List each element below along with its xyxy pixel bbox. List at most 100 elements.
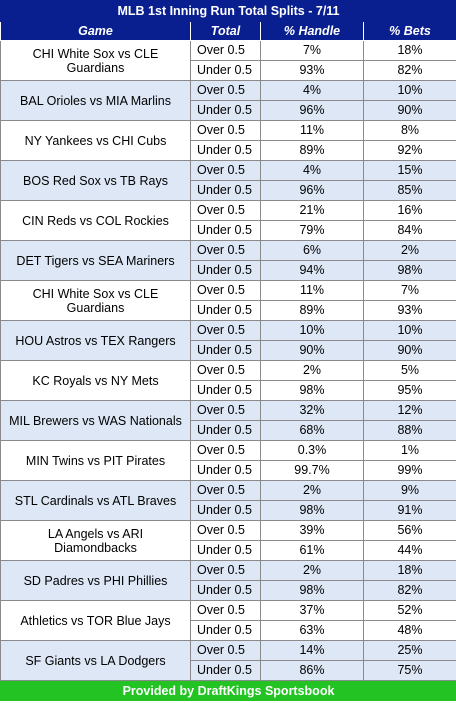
total-line: Under 0.5	[190, 380, 261, 401]
handle-percent: 68%	[260, 420, 364, 441]
table-row: Under 0.5 61% 44%	[1, 540, 456, 561]
handle-percent: 14%	[260, 640, 364, 661]
game-matchup: HOU Astros vs TEX Rangers	[0, 320, 191, 361]
table-row: CHI White Sox vs CLE Guardians Over 0.5 11…	[0, 280, 456, 321]
total-line: Over 0.5	[190, 40, 261, 61]
bets-percent: 85%	[362, 180, 456, 201]
total-line: Under 0.5	[190, 660, 261, 681]
game-matchup: SD Padres vs PHI Phillies	[0, 560, 191, 601]
game-matchup: LA Angels vs ARI Diamondbacks	[0, 520, 191, 561]
game-group: MIN Twins vs PIT Pirates Over 0.5 0.3% 1% Un…	[0, 440, 456, 481]
table-row: KC Royals vs NY Mets Over 0.5 2% 5%	[0, 360, 456, 401]
total-line: Under 0.5	[190, 180, 261, 201]
total-line: Over 0.5	[190, 280, 261, 301]
bets-percent: 10%	[362, 320, 456, 341]
total-line: Under 0.5	[190, 620, 261, 641]
handle-percent: 89%	[260, 140, 364, 161]
table-row: Under 0.5 90% 90%	[1, 340, 456, 361]
total-line: Under 0.5	[190, 540, 261, 561]
game-group: KC Royals vs NY Mets Over 0.5 2% 5% Under 0.…	[0, 360, 456, 401]
table-row: Under 0.5 79% 84%	[1, 220, 456, 241]
bets-percent: 16%	[362, 200, 456, 221]
total-line: Over 0.5	[190, 560, 261, 581]
total-line: Over 0.5	[190, 120, 261, 141]
table-row: Under 0.5 94% 98%	[1, 260, 456, 281]
bets-percent: 75%	[362, 660, 456, 681]
game-group: CHI White Sox vs CLE Guardians Over 0.5 7%…	[0, 40, 456, 81]
total-line: Over 0.5	[190, 480, 261, 501]
bets-percent: 25%	[362, 640, 456, 661]
game-group: BOS Red Sox vs TB Rays Over 0.5 4% 15% Under…	[0, 160, 456, 201]
game-group: SF Giants vs LA Dodgers Over 0.5 14% 25% Und…	[0, 640, 456, 681]
bets-percent: 12%	[362, 400, 456, 421]
game-group: LA Angels vs ARI Diamondbacks Over 0.5 39%…	[0, 520, 456, 561]
handle-percent: 0.3%	[260, 440, 364, 461]
total-line: Under 0.5	[190, 500, 261, 521]
handle-percent: 90%	[260, 340, 364, 361]
total-line: Under 0.5	[190, 420, 261, 441]
table-row: Under 0.5 93% 82%	[1, 60, 456, 81]
bets-percent: 9%	[362, 480, 456, 501]
handle-percent: 99.7%	[260, 460, 364, 481]
table-row: Under 0.5 96% 90%	[1, 100, 456, 121]
game-matchup: CHI White Sox vs CLE Guardians	[0, 40, 191, 81]
table-row: HOU Astros vs TEX Rangers Over 0.5 10% 10%	[0, 320, 456, 361]
table-row: Under 0.5 96% 85%	[1, 180, 456, 201]
handle-percent: 98%	[260, 580, 364, 601]
game-group: NY Yankees vs CHI Cubs Over 0.5 11% 8% Under…	[0, 120, 456, 161]
handle-percent: 11%	[260, 280, 364, 301]
handle-percent: 2%	[260, 360, 364, 381]
handle-percent: 98%	[260, 380, 364, 401]
handle-percent: 4%	[260, 160, 364, 181]
total-line: Over 0.5	[190, 520, 261, 541]
game-group: Athletics vs TOR Blue Jays Over 0.5 37% 52%…	[0, 600, 456, 641]
handle-percent: 93%	[260, 60, 364, 81]
game-matchup: KC Royals vs NY Mets	[0, 360, 191, 401]
bets-percent: 48%	[362, 620, 456, 641]
game-matchup: SF Giants vs LA Dodgers	[0, 640, 191, 681]
footer-credit: Provided by DraftKings Sportsbook	[0, 680, 456, 701]
handle-column-header: % Handle	[260, 21, 364, 41]
handle-percent: 96%	[260, 100, 364, 121]
handle-percent: 89%	[260, 300, 364, 321]
bets-percent: 92%	[362, 140, 456, 161]
table-row: Under 0.5 98% 91%	[1, 500, 456, 521]
total-line: Under 0.5	[190, 220, 261, 241]
table-row: SF Giants vs LA Dodgers Over 0.5 14% 25%	[0, 640, 456, 681]
handle-percent: 63%	[260, 620, 364, 641]
footer-row: Provided by DraftKings Sportsbook	[0, 680, 456, 701]
bets-percent: 90%	[362, 340, 456, 361]
game-column-header: Game	[0, 21, 191, 41]
total-line: Over 0.5	[190, 640, 261, 661]
game-group: CHI White Sox vs CLE Guardians Over 0.5 11…	[0, 280, 456, 321]
table-row: BOS Red Sox vs TB Rays Over 0.5 4% 15%	[0, 160, 456, 201]
handle-percent: 39%	[260, 520, 364, 541]
game-group: CIN Reds vs COL Rockies Over 0.5 21% 16% Und…	[0, 200, 456, 241]
table-row: Under 0.5 98% 82%	[1, 580, 456, 601]
bets-percent: 8%	[362, 120, 456, 141]
bets-percent: 99%	[362, 460, 456, 481]
total-column-header: Total	[190, 21, 261, 41]
bets-percent: 84%	[362, 220, 456, 241]
bets-percent: 44%	[362, 540, 456, 561]
table-row: DET Tigers vs SEA Mariners Over 0.5 6% 2%	[0, 240, 456, 281]
bets-percent: 7%	[362, 280, 456, 301]
handle-percent: 98%	[260, 500, 364, 521]
game-group: HOU Astros vs TEX Rangers Over 0.5 10% 10% U…	[0, 320, 456, 361]
handle-percent: 37%	[260, 600, 364, 621]
game-matchup: BAL Orioles vs MIA Marlins	[0, 80, 191, 121]
handle-percent: 96%	[260, 180, 364, 201]
bets-percent: 18%	[362, 560, 456, 581]
total-line: Under 0.5	[190, 580, 261, 601]
total-line: Over 0.5	[190, 400, 261, 421]
game-matchup: BOS Red Sox vs TB Rays	[0, 160, 191, 201]
table-row: Under 0.5 98% 95%	[1, 380, 456, 401]
table-row: MIN Twins vs PIT Pirates Over 0.5 0.3% 1%	[0, 440, 456, 481]
game-matchup: STL Cardinals vs ATL Braves	[0, 480, 191, 521]
total-line: Over 0.5	[190, 80, 261, 101]
handle-percent: 32%	[260, 400, 364, 421]
total-line: Over 0.5	[190, 320, 261, 341]
handle-percent: 2%	[260, 480, 364, 501]
